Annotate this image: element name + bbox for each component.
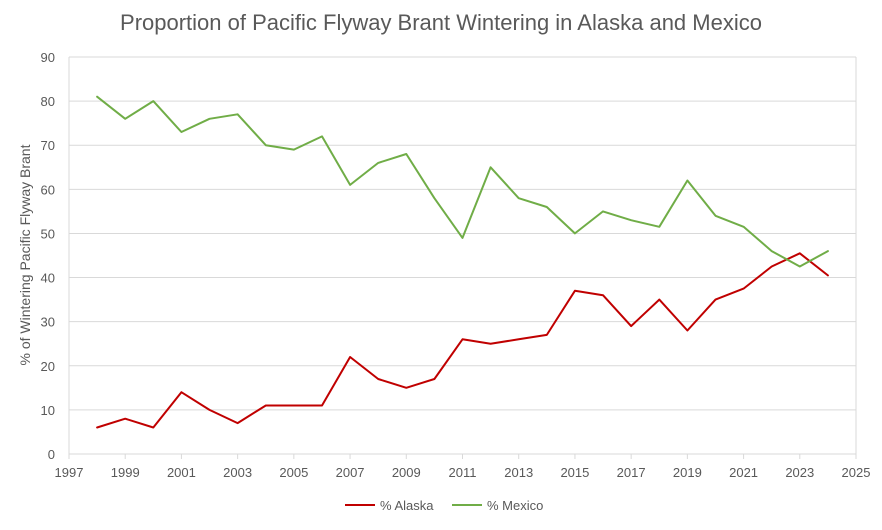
- x-tick-label: 2003: [223, 465, 252, 480]
- x-tick-label: 1999: [111, 465, 140, 480]
- legend-label-alaska: % Alaska: [380, 498, 434, 513]
- legend-label-mexico: % Mexico: [487, 498, 543, 513]
- y-tick-label: 90: [41, 50, 55, 65]
- chart-title: Proportion of Pacific Flyway Brant Winte…: [120, 10, 762, 35]
- x-tick-label: 2017: [617, 465, 646, 480]
- x-tick-label: 2025: [842, 465, 871, 480]
- x-tick-label: 2007: [336, 465, 365, 480]
- x-tick-label: 2021: [729, 465, 758, 480]
- series-lines: [96, 95, 829, 429]
- y-tick-label: 80: [41, 94, 55, 109]
- y-tick-label: 30: [41, 315, 55, 330]
- y-tick-label: 70: [41, 138, 55, 153]
- x-tick-label: 2023: [785, 465, 814, 480]
- x-tick-label: 1997: [55, 465, 84, 480]
- x-tick-label: 2005: [279, 465, 308, 480]
- series-line-mexico: [96, 95, 829, 268]
- y-tick-label: 60: [41, 182, 55, 197]
- y-tick-label: 40: [41, 271, 55, 286]
- y-axis-tick-labels: 0 10 20 30 40 50 60 70 80 90: [41, 50, 55, 462]
- y-tick-label: 10: [41, 403, 55, 418]
- y-tick-label: 50: [41, 226, 55, 241]
- x-tick-label: 2011: [449, 465, 477, 480]
- y-axis-title: % of Wintering Pacific Flyway Brant: [17, 144, 33, 365]
- gridlines: [69, 56, 856, 411]
- x-tick-label: 2001: [167, 465, 196, 480]
- x-axis-tick-labels: 1997 1999 2001 2003 2005 2007 2009 2011 2013 2015…: [55, 465, 871, 480]
- legend: % Alaska % Mexico: [345, 498, 543, 513]
- series-line-alaska: [96, 252, 829, 429]
- x-tick-label: 2015: [560, 465, 589, 480]
- x-tick-label: 2009: [392, 465, 421, 480]
- y-tick-label: 20: [41, 359, 55, 374]
- x-tick-label: 2019: [673, 465, 702, 480]
- y-tick-label: 0: [48, 447, 55, 462]
- axes: [68, 57, 857, 459]
- x-tick-label: 2013: [504, 465, 533, 480]
